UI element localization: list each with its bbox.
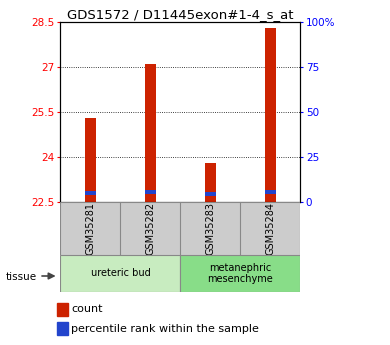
Text: tissue: tissue [6,273,37,282]
Text: GSM35284: GSM35284 [265,202,275,255]
Text: count: count [71,304,103,314]
Bar [57,303,68,316]
Title: GDS1572 / D11445exon#1-4_s_at: GDS1572 / D11445exon#1-4_s_at [67,8,294,21]
Text: metanephric
mesenchyme: metanephric mesenchyme [207,263,273,284]
Text: GSM35281: GSM35281 [85,202,96,255]
Bar [57,322,68,335]
Bar [205,163,216,202]
Bar [180,255,300,292]
Bar [265,28,276,202]
Bar [145,64,156,202]
Text: GSM35283: GSM35283 [206,202,215,255]
Text: percentile rank within the sample: percentile rank within the sample [71,324,259,334]
Bar [85,118,96,202]
Bar [265,190,276,194]
Text: ureteric bud: ureteric bud [90,268,150,278]
Bar [60,255,180,292]
Bar [205,192,216,196]
Bar [85,191,96,195]
Bar [145,190,156,194]
Text: GSM35282: GSM35282 [145,202,155,255]
